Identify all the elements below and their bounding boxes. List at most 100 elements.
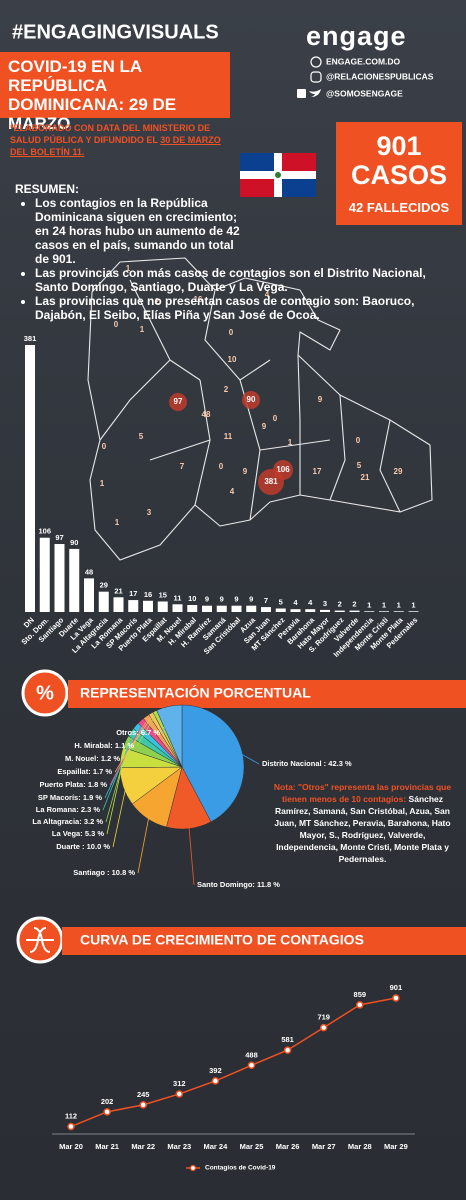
map-label: 0 (356, 436, 361, 445)
bar (39, 537, 50, 612)
pie-label: M. Nouel: 1.2 % (65, 754, 120, 763)
map-label: 2 (155, 297, 160, 306)
flag (240, 153, 316, 197)
note-list: Sánchez Ramírez, Samaná, San Cristóbal, … (274, 794, 451, 864)
pie-label-category: Espaillat: (57, 767, 90, 776)
point-label: 392 (209, 1066, 222, 1075)
pie-label-category: Duarte : (56, 842, 84, 851)
pie-label-category: Otros: (116, 728, 139, 737)
bar (231, 605, 242, 612)
pie-label-value: 10.8 % (112, 868, 136, 877)
pie-label-value: 3.2 % (84, 817, 104, 826)
pie-label-value: 6.7 % (141, 728, 161, 737)
x-tick-label: Mar 25 (240, 1142, 264, 1151)
pie-label: H. Mirabal: 1.1 % (74, 741, 134, 750)
point-label: 245 (137, 1090, 150, 1099)
pie-slice (181, 704, 245, 823)
leader-line (238, 752, 260, 765)
map-label: 106 (276, 465, 290, 474)
pie-label: Espaillat: 1.7 % (57, 767, 112, 776)
bar (143, 600, 153, 612)
map-label: 29 (394, 467, 403, 476)
leader-line (162, 709, 171, 734)
pie-label-category: SP Macorís: (38, 793, 81, 802)
bar-value: 29 (100, 581, 108, 590)
link[interactable]: @SOMOSENGAGE (326, 88, 403, 98)
map-label: 2 (224, 385, 229, 394)
map-label: 9 (262, 422, 267, 431)
summary-heading: RESUMEN: (15, 182, 80, 196)
map-label: 0 (273, 414, 278, 423)
point (103, 1108, 111, 1116)
map-label: 21 (361, 473, 370, 482)
link[interactable]: @RELACIONESPUBLICAS (326, 71, 434, 81)
point (392, 994, 400, 1002)
map-label: 17 (313, 467, 322, 476)
point (356, 1001, 364, 1009)
point (283, 1046, 292, 1054)
pie-label: SP Macorís: 1.9 % (38, 793, 102, 802)
pie-label: Santo Domingo: 11.8 % (197, 880, 280, 889)
point-label: 719 (317, 1013, 330, 1022)
bar-value: 16 (144, 590, 152, 599)
bar-value: 1 (382, 600, 386, 609)
leader-line (137, 815, 150, 874)
pie-label: Duarte : 10.0 % (56, 842, 110, 851)
bar-value: 7 (264, 596, 268, 605)
x-tick-label: Mar 29 (384, 1142, 408, 1151)
bar (290, 609, 301, 612)
bar-value: 4 (293, 598, 298, 607)
web-icon (310, 56, 322, 68)
x-tick-label: Mar 22 (131, 1142, 155, 1151)
link[interactable]: ENGAGE.COM.DO (326, 56, 401, 66)
pie-label-value: 1.8 % (88, 780, 108, 789)
bar-value: 1 (397, 600, 401, 609)
pie-label-value: 1.7 % (93, 767, 113, 776)
x-tick-label: Mar 23 (167, 1142, 191, 1151)
map-label: 90 (247, 395, 256, 404)
pie-label-value: 5.3 % (85, 829, 105, 838)
bar (261, 607, 271, 612)
source-note: *ELABORADO CON DATA DEL MINISTERIO DE SA… (10, 122, 228, 158)
pie-label-value: 1.1 % (115, 741, 135, 750)
section-banner (68, 680, 466, 708)
section-title: CURVA DE CRECIMIENTO DE CONTAGIOS (80, 932, 364, 948)
leader-line (122, 715, 153, 760)
map-label: 0 (114, 320, 119, 329)
map-label: 5 (139, 432, 144, 441)
map-label: 4 (265, 290, 270, 299)
pie-label: La Vega: 5.3 % (52, 829, 104, 838)
point-label: 202 (101, 1097, 114, 1106)
map-label: 10 (228, 355, 237, 364)
bar (364, 611, 375, 612)
x-tick-label: Mar 21 (95, 1142, 119, 1151)
x-tick-label: Mar 27 (312, 1142, 336, 1151)
point-label: 312 (173, 1079, 186, 1088)
map-highlight (169, 393, 187, 411)
bar (408, 611, 419, 612)
bar (349, 610, 360, 612)
note-lead: Nota: "Otros" representa las provincias … (273, 782, 452, 804)
point (67, 1122, 75, 1131)
curve-icon (26, 927, 54, 953)
facebook-icon (297, 89, 306, 98)
pie-label-category: La Romana: (36, 805, 79, 814)
bar-value: 1 (411, 600, 415, 609)
point-label: 112 (65, 1112, 77, 1121)
bar-value: 381 (24, 334, 37, 343)
bar-value: 9 (205, 595, 209, 604)
twitter-icon (309, 89, 321, 97)
bar (305, 609, 316, 612)
logo: engage (306, 21, 407, 51)
bar-value: 9 (220, 595, 224, 604)
bar (128, 600, 139, 612)
bar (275, 608, 286, 612)
map-label: 1 (140, 325, 145, 334)
map-label: 97 (174, 397, 183, 406)
bar (54, 544, 65, 612)
map-label: 1 (288, 438, 293, 447)
leader-line (102, 733, 134, 811)
bar-value: 10 (188, 594, 196, 603)
bar (25, 345, 35, 612)
summary-item: Los contagios en la República Dominicana… (35, 196, 245, 266)
